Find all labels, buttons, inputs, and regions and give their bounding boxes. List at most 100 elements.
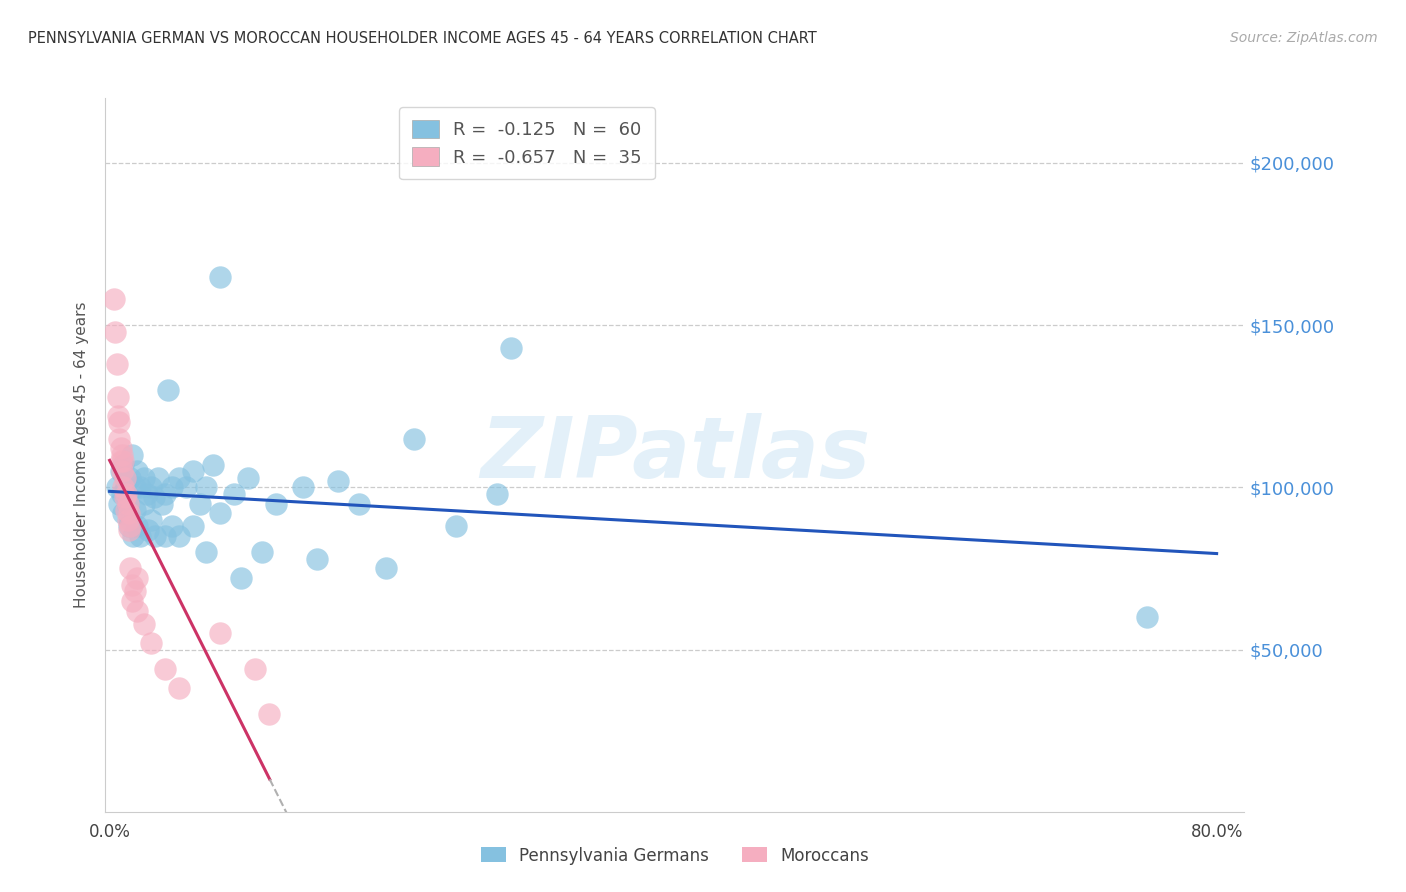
- Point: [167, 470, 190, 484]
- Point: [120, 519, 142, 533]
- Point: [129, 480, 152, 494]
- Point: [174, 480, 197, 494]
- Point: [129, 529, 152, 543]
- Point: [121, 448, 143, 462]
- Point: [120, 561, 142, 575]
- Point: [115, 503, 138, 517]
- Point: [264, 497, 287, 511]
- Point: [108, 416, 131, 430]
- Point: [1136, 610, 1159, 624]
- Point: [160, 480, 183, 494]
- Point: [108, 497, 131, 511]
- Point: [121, 594, 143, 608]
- Point: [181, 464, 204, 478]
- Text: PENNSYLVANIA GERMAN VS MOROCCAN HOUSEHOLDER INCOME AGES 45 - 64 YEARS CORRELATIO: PENNSYLVANIA GERMAN VS MOROCCAN HOUSEHOL…: [28, 31, 817, 46]
- Point: [127, 519, 149, 533]
- Point: [134, 470, 156, 484]
- Point: [195, 480, 218, 494]
- Point: [110, 464, 132, 478]
- Point: [114, 490, 136, 504]
- Point: [499, 341, 522, 355]
- Point: [118, 523, 141, 537]
- Point: [167, 529, 190, 543]
- Point: [117, 513, 139, 527]
- Point: [120, 513, 142, 527]
- Point: [122, 529, 145, 543]
- Point: [375, 561, 398, 575]
- Point: [112, 480, 135, 494]
- Point: [229, 571, 252, 585]
- Point: [117, 497, 139, 511]
- Point: [224, 487, 246, 501]
- Point: [111, 487, 134, 501]
- Point: [202, 458, 225, 472]
- Point: [104, 325, 127, 339]
- Point: [103, 292, 125, 306]
- Point: [134, 497, 156, 511]
- Point: [127, 464, 149, 478]
- Point: [124, 503, 146, 517]
- Point: [243, 662, 266, 676]
- Point: [139, 513, 162, 527]
- Point: [146, 470, 169, 484]
- Point: [292, 480, 315, 494]
- Point: [143, 529, 166, 543]
- Point: [347, 497, 370, 511]
- Point: [127, 571, 149, 585]
- Point: [118, 506, 141, 520]
- Point: [139, 636, 162, 650]
- Point: [110, 454, 132, 468]
- Point: [138, 523, 160, 537]
- Point: [115, 480, 138, 494]
- Legend: Pennsylvania Germans, Moroccans: Pennsylvania Germans, Moroccans: [474, 840, 876, 871]
- Point: [250, 545, 273, 559]
- Point: [181, 519, 204, 533]
- Point: [153, 529, 176, 543]
- Point: [112, 454, 135, 468]
- Point: [209, 506, 232, 520]
- Point: [209, 626, 232, 640]
- Point: [139, 480, 162, 494]
- Point: [107, 409, 129, 423]
- Point: [402, 432, 425, 446]
- Point: [486, 487, 509, 501]
- Point: [110, 442, 132, 456]
- Point: [160, 519, 183, 533]
- Point: [111, 464, 134, 478]
- Y-axis label: Householder Income Ages 45 - 64 years: Householder Income Ages 45 - 64 years: [75, 301, 90, 608]
- Point: [105, 480, 128, 494]
- Point: [142, 490, 165, 504]
- Point: [127, 604, 149, 618]
- Point: [107, 390, 129, 404]
- Text: ZIPatlas: ZIPatlas: [479, 413, 870, 497]
- Point: [150, 497, 173, 511]
- Point: [115, 487, 138, 501]
- Point: [108, 432, 131, 446]
- Point: [112, 458, 135, 472]
- Point: [188, 497, 211, 511]
- Point: [326, 474, 349, 488]
- Point: [118, 519, 141, 533]
- Point: [124, 480, 146, 494]
- Point: [167, 681, 190, 696]
- Point: [111, 448, 134, 462]
- Point: [236, 470, 259, 484]
- Point: [112, 506, 135, 520]
- Point: [117, 497, 139, 511]
- Point: [121, 577, 143, 591]
- Point: [153, 662, 176, 676]
- Point: [134, 616, 156, 631]
- Point: [257, 707, 280, 722]
- Point: [307, 551, 329, 566]
- Point: [444, 519, 467, 533]
- Point: [209, 269, 232, 284]
- Point: [136, 487, 159, 501]
- Point: [195, 545, 218, 559]
- Point: [120, 470, 142, 484]
- Point: [114, 470, 136, 484]
- Point: [153, 487, 176, 501]
- Text: Source: ZipAtlas.com: Source: ZipAtlas.com: [1230, 31, 1378, 45]
- Point: [105, 357, 128, 371]
- Point: [156, 383, 179, 397]
- Point: [124, 584, 146, 599]
